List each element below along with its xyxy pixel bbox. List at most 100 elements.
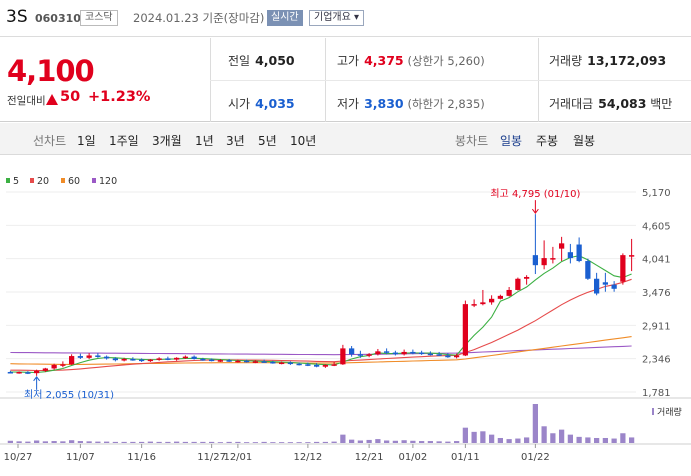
candle-body bbox=[77, 356, 83, 358]
current-price: 4,100 bbox=[7, 54, 95, 88]
candle-body bbox=[16, 371, 22, 374]
candle-body bbox=[322, 364, 328, 367]
period-1d[interactable]: 1일 bbox=[77, 134, 96, 148]
volume-bar bbox=[559, 429, 565, 443]
volume-bar bbox=[550, 433, 556, 443]
realtime-button[interactable]: 실시간 bbox=[267, 10, 303, 26]
candle-body bbox=[51, 364, 57, 369]
volume-bar bbox=[314, 441, 320, 443]
candle-body bbox=[279, 362, 285, 365]
period-3m[interactable]: 3개월 bbox=[152, 134, 182, 148]
candle-body bbox=[594, 278, 600, 294]
candle-body bbox=[462, 304, 468, 356]
volume-bar bbox=[296, 442, 302, 443]
candle-body bbox=[384, 351, 390, 353]
volume-bar bbox=[620, 433, 626, 443]
volume-bar bbox=[305, 442, 311, 443]
candle-body bbox=[86, 355, 92, 358]
candle-monthly[interactable]: 월봉 bbox=[573, 134, 596, 148]
candle-body bbox=[419, 352, 425, 355]
y-tick-label: 3,476 bbox=[642, 288, 671, 299]
low: 저가 3,830 (하한가 2,835) bbox=[337, 95, 485, 112]
x-tick-label: 12/21 bbox=[355, 452, 384, 463]
candle-body bbox=[567, 252, 573, 259]
candle-body bbox=[541, 258, 547, 266]
candle-body bbox=[401, 351, 407, 355]
volume-bar bbox=[270, 442, 276, 443]
x-tick-label: 12/12 bbox=[293, 452, 322, 463]
candle-body bbox=[139, 359, 145, 362]
candle-body bbox=[244, 360, 250, 363]
volume-bar bbox=[182, 441, 188, 443]
volume-bar bbox=[506, 439, 512, 443]
volume-bar bbox=[51, 441, 57, 443]
volume-bar bbox=[112, 441, 118, 443]
volume-bar bbox=[419, 441, 425, 443]
candle-body bbox=[42, 368, 48, 371]
x-tick-label: 01/11 bbox=[451, 452, 480, 463]
y-tick-label: 2,346 bbox=[642, 355, 671, 366]
candle-body bbox=[454, 355, 460, 358]
volume-bar bbox=[454, 441, 460, 443]
upper-limit: (상한가 5,260) bbox=[407, 54, 485, 68]
candle-body bbox=[602, 282, 608, 285]
low-value: 3,830 bbox=[364, 96, 404, 111]
volume-bar bbox=[252, 442, 258, 443]
volume-bar bbox=[375, 439, 381, 443]
volume-bar bbox=[340, 434, 346, 443]
period-10y[interactable]: 10년 bbox=[290, 134, 317, 148]
candle-daily[interactable]: 일봉 bbox=[500, 134, 523, 148]
volume-bar bbox=[524, 437, 530, 443]
volume-bar bbox=[235, 441, 241, 443]
volume-label: 거래량 bbox=[549, 54, 583, 68]
volume-bar bbox=[95, 441, 101, 443]
volume-bar bbox=[576, 436, 582, 443]
company-info-dropdown[interactable]: 기업개요 ▾ bbox=[309, 10, 364, 26]
volume-bar bbox=[174, 441, 180, 443]
candle-body bbox=[349, 348, 355, 355]
candle-body bbox=[620, 255, 626, 282]
volume-bar bbox=[147, 441, 153, 443]
candle-body bbox=[489, 298, 495, 303]
candle-body bbox=[497, 295, 503, 299]
volume-bar bbox=[217, 442, 223, 443]
candle-body bbox=[296, 363, 302, 366]
volume-bar bbox=[392, 440, 398, 443]
candle-body bbox=[104, 356, 110, 359]
candle-body bbox=[366, 354, 372, 356]
prev-close: 전일 4,050 bbox=[228, 52, 295, 69]
candlesticks bbox=[7, 214, 635, 376]
period-1w[interactable]: 1주일 bbox=[109, 134, 139, 148]
candle-body bbox=[235, 360, 241, 363]
volume-bar bbox=[532, 404, 538, 443]
volume-bar bbox=[515, 438, 521, 443]
line-chart-label[interactable]: 선차트 bbox=[33, 134, 67, 148]
candle-body bbox=[436, 354, 442, 356]
candle-body bbox=[331, 364, 337, 366]
volume-bar bbox=[445, 441, 451, 443]
candle-body bbox=[480, 302, 486, 305]
chart-legend: 5 20 60 120 bbox=[6, 176, 117, 187]
volume-bar bbox=[480, 431, 486, 443]
volume-bar bbox=[16, 441, 22, 443]
open-label: 시가 bbox=[228, 97, 251, 111]
volume-bar bbox=[261, 441, 267, 443]
volume-bar bbox=[602, 437, 608, 443]
chart-grid bbox=[0, 191, 691, 445]
low-annotation: 최저 2,055 (10/31) bbox=[24, 389, 114, 401]
volume-bar bbox=[34, 440, 40, 443]
trade-value: 거래대금 54,083 백만 bbox=[549, 95, 672, 112]
change-percent: +1.23% bbox=[88, 89, 151, 105]
legend-label-20: 20 bbox=[37, 176, 49, 187]
candle-chart-label[interactable]: 봉차트 bbox=[455, 134, 489, 148]
period-1y[interactable]: 1년 bbox=[195, 134, 214, 148]
y-tick-label: 1,781 bbox=[642, 388, 671, 399]
volume-bar bbox=[200, 441, 206, 443]
period-5y[interactable]: 5년 bbox=[258, 134, 277, 148]
period-3y[interactable]: 3년 bbox=[226, 134, 245, 148]
prev-close-value: 4,050 bbox=[255, 53, 295, 68]
candle-weekly[interactable]: 주봉 bbox=[536, 134, 559, 148]
candle-body bbox=[427, 353, 433, 356]
open-value: 4,035 bbox=[255, 96, 295, 111]
